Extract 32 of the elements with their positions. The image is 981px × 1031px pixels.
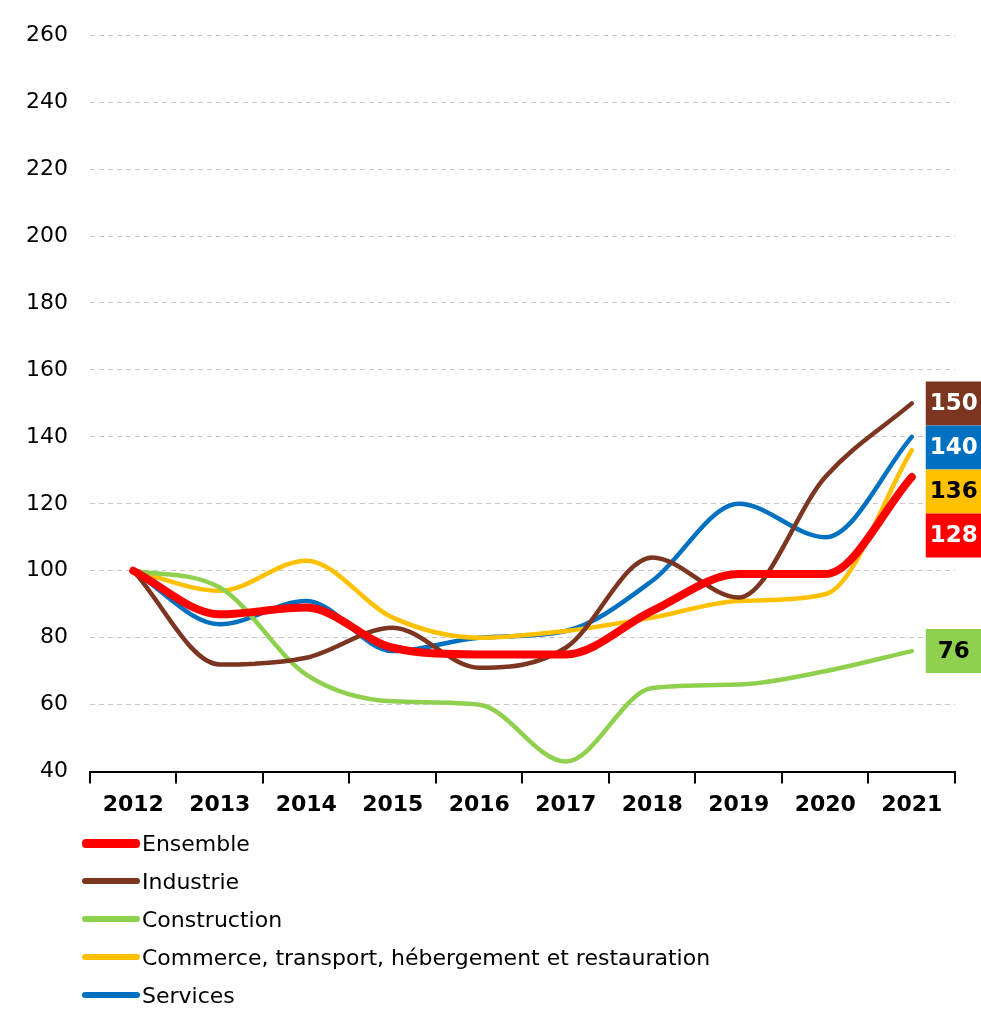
x-tick-label: 2014	[275, 790, 337, 816]
data-label: 128	[929, 521, 978, 548]
x-tick-label: 2019	[708, 790, 770, 816]
x-tick-label: 2016	[448, 790, 510, 816]
legend-label: Ensemble	[142, 830, 250, 856]
x-tick-label: 2017	[535, 790, 597, 816]
x-tick-label: 2020	[794, 790, 856, 816]
data-label: 140	[929, 433, 978, 460]
legend-label: Services	[142, 982, 235, 1008]
legend-label: Commerce, transport, hébergement et restauration	[142, 944, 711, 970]
y-tick-label: 140	[25, 422, 68, 448]
y-tick-label: 240	[25, 87, 68, 113]
legend-label: Industrie	[142, 868, 240, 894]
legend-label: Construction	[142, 906, 283, 932]
y-tick-label: 40	[39, 757, 68, 783]
y-tick-label: 260	[25, 20, 68, 46]
y-tick-label: 200	[25, 221, 68, 247]
y-tick-label: 220	[25, 154, 68, 180]
data-label: 136	[929, 477, 978, 504]
x-tick-label: 2012	[102, 790, 164, 816]
data-label: 150	[929, 389, 978, 416]
y-tick-label: 120	[25, 489, 68, 515]
x-tick-label: 2021	[881, 790, 943, 816]
y-tick-label: 80	[39, 623, 68, 649]
x-tick-label: 2015	[362, 790, 424, 816]
y-tick-label: 180	[25, 288, 68, 314]
y-tick-label: 160	[25, 355, 68, 381]
x-tick-label: 2018	[621, 790, 683, 816]
y-tick-label: 100	[25, 556, 68, 582]
y-tick-label: 60	[39, 690, 68, 716]
x-tick-label: 2013	[189, 790, 251, 816]
data-label: 76	[937, 637, 970, 664]
